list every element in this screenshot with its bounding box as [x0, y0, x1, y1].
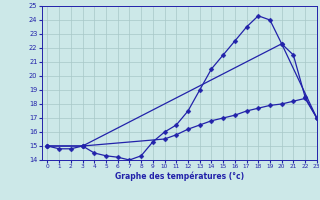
X-axis label: Graphe des températures (°c): Graphe des températures (°c) — [115, 172, 244, 181]
